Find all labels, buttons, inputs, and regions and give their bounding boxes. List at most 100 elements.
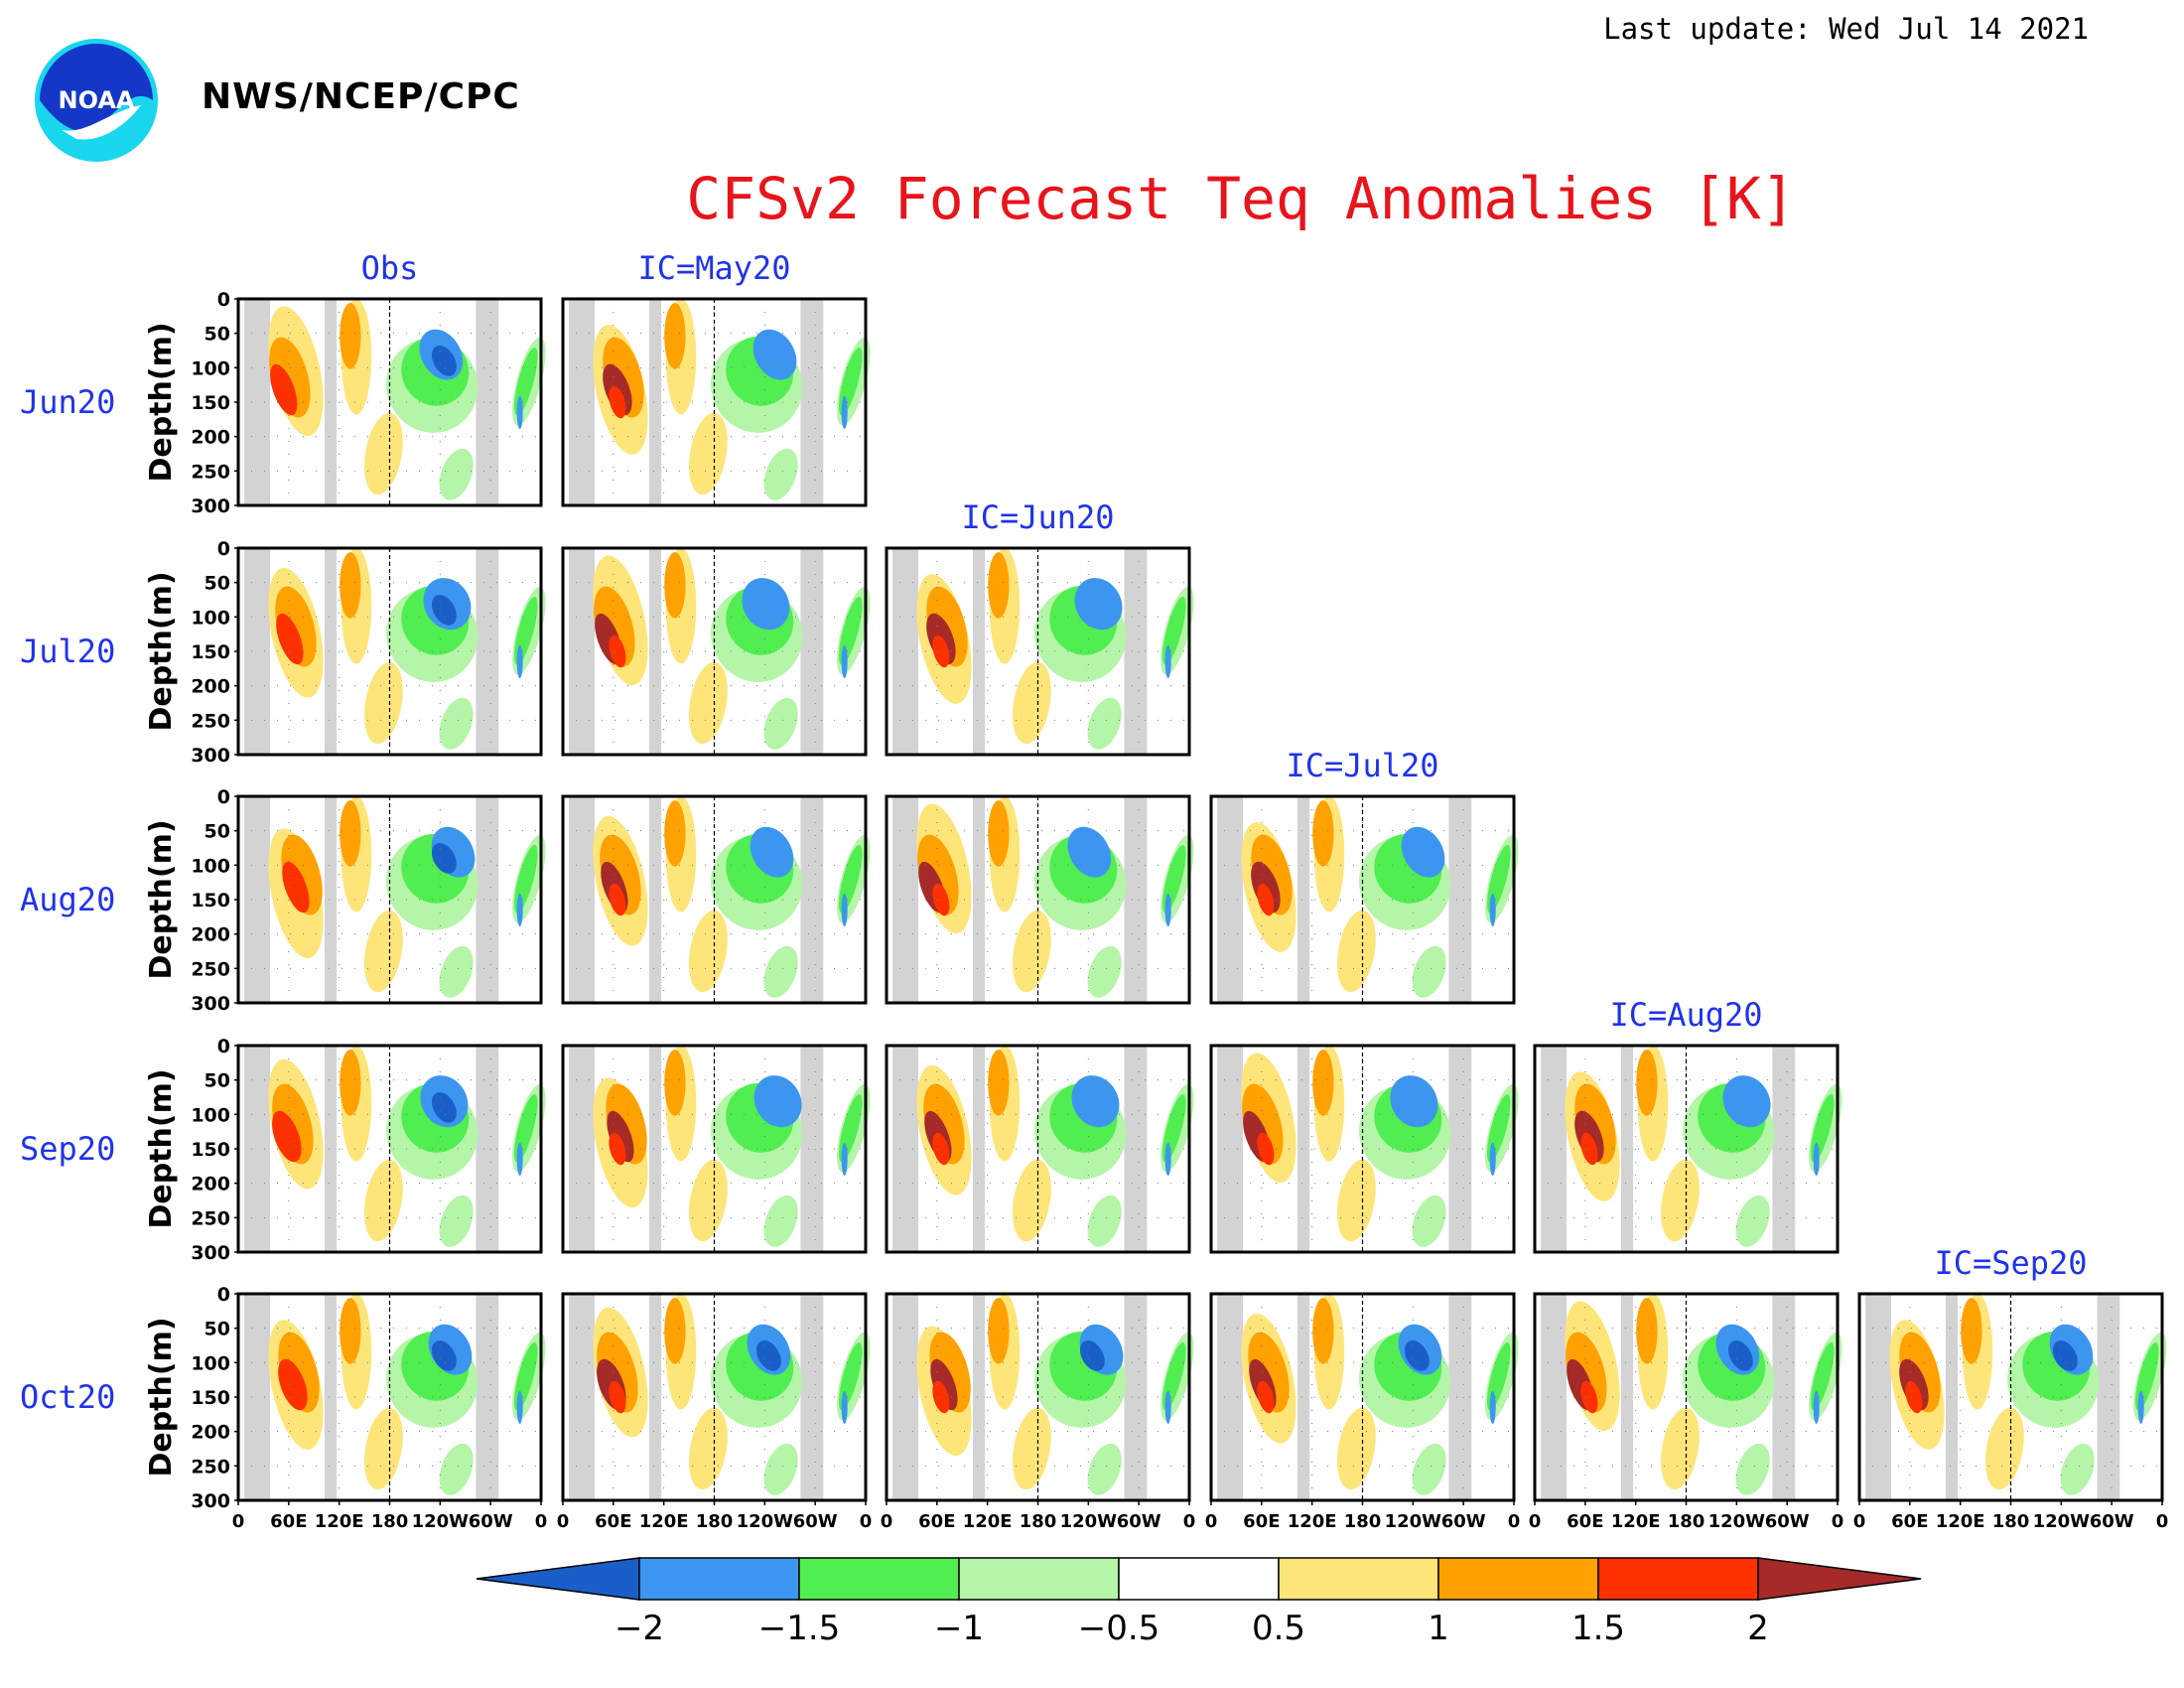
cool-anomaly	[431, 1092, 457, 1123]
column-header: IC=Aug20	[1609, 996, 1762, 1034]
cool-anomaly	[1164, 893, 1171, 927]
colorbar-label: −1	[934, 1609, 984, 1648]
warm-anomaly	[1636, 1298, 1658, 1364]
x-tick-label: 0	[1205, 1511, 1218, 1532]
warm-anomaly	[1580, 1132, 1598, 1166]
land-mask	[800, 548, 824, 755]
x-tick-label: 60W	[2090, 1511, 2134, 1532]
warm-anomaly	[1336, 1159, 1376, 1242]
warm-anomaly	[688, 661, 728, 745]
y-tick-label: 200	[191, 924, 230, 946]
cool-anomaly	[1813, 1142, 1820, 1177]
panel-frame	[1209, 1292, 1516, 1502]
x-tick-label: 0	[1853, 1511, 1866, 1532]
cool-anomaly	[841, 893, 848, 927]
cool-anomaly	[431, 843, 457, 874]
cool-anomaly	[841, 644, 848, 679]
y-tick-label: 50	[205, 1319, 230, 1340]
panel-frame	[885, 546, 1191, 757]
forecast-panel	[561, 1044, 871, 1254]
column-header: IC=Sep20	[1934, 1244, 2087, 1282]
land-mask	[972, 548, 986, 755]
land-mask	[324, 548, 338, 755]
column-header: IC=May20	[637, 249, 790, 287]
x-tick-label: 120E	[1288, 1511, 1337, 1532]
land-mask	[972, 1294, 986, 1500]
land-mask	[244, 796, 271, 1003]
cool-anomaly	[1735, 1443, 1770, 1495]
row-label: Oct20	[20, 1378, 115, 1416]
panel-frame	[561, 546, 868, 757]
land-mask	[569, 1046, 596, 1252]
warm-anomaly	[932, 634, 950, 668]
colorbar-label: 0.5	[1252, 1609, 1305, 1648]
x-tick-label: 0	[1529, 1511, 1542, 1532]
land-mask	[800, 1046, 824, 1252]
cool-anomaly	[1727, 1340, 1753, 1371]
cool-anomaly	[1489, 893, 1496, 927]
warm-anomaly	[664, 552, 686, 619]
last-update-text: Last update: Wed Jul 14 2021	[1603, 12, 2089, 46]
warm-anomaly	[363, 661, 403, 745]
x-tick-label: 120E	[1611, 1511, 1661, 1532]
warm-anomaly	[1336, 910, 1376, 993]
land-mask	[1124, 1046, 1148, 1252]
land-mask	[1124, 548, 1148, 755]
row-label: Jul20	[20, 633, 115, 670]
panel-frame	[885, 794, 1191, 1005]
land-mask	[972, 796, 986, 1003]
cool-anomaly	[1087, 945, 1122, 998]
cool-anomaly	[2137, 1390, 2144, 1425]
warm-anomaly	[688, 412, 728, 495]
warm-anomaly	[278, 1358, 308, 1411]
x-tick-label: 0	[1508, 1511, 1521, 1532]
panel-frame	[1857, 1292, 2164, 1502]
y-tick-label: 50	[205, 573, 230, 595]
y-tick-label: 150	[191, 641, 230, 663]
warm-anomaly	[609, 1380, 626, 1414]
y-tick-label: 100	[191, 1104, 230, 1126]
forecast-panel	[236, 297, 546, 507]
y-tick-label: 200	[191, 1174, 230, 1196]
colorbar-label: −0.5	[1078, 1609, 1160, 1648]
land-mask	[569, 796, 596, 1003]
x-tick-label: 0	[2156, 1511, 2169, 1532]
land-mask	[892, 1294, 919, 1500]
y-tick-label: 0	[217, 1036, 230, 1057]
land-mask	[476, 796, 499, 1003]
cool-anomaly	[763, 945, 798, 998]
x-tick-label: 120W	[1708, 1511, 1766, 1532]
x-tick-label: 120W	[1385, 1511, 1442, 1532]
cool-anomaly	[2052, 1340, 2078, 1371]
forecast-panel	[885, 1044, 1194, 1254]
forecast-panel	[1857, 1292, 2167, 1502]
land-mask	[244, 548, 271, 755]
y-tick-label: 300	[191, 1242, 230, 1264]
chart-title: CFSv2 Forecast Teq Anomalies [K]	[686, 165, 1796, 232]
land-mask	[476, 299, 499, 505]
cool-anomaly	[1074, 578, 1123, 631]
x-tick-label: 180	[1020, 1511, 1057, 1532]
x-tick-label: 0	[232, 1511, 245, 1532]
land-mask	[1772, 1046, 1796, 1252]
land-mask	[1620, 1294, 1634, 1500]
land-mask	[800, 796, 824, 1003]
cool-anomaly	[1067, 826, 1112, 878]
cool-anomaly	[1087, 1443, 1122, 1495]
panel-frame	[1209, 794, 1516, 1005]
x-tick-label: 60W	[1117, 1511, 1161, 1532]
panel-frame	[236, 794, 543, 1005]
warm-anomaly	[609, 385, 626, 419]
y-tick-label: 100	[191, 607, 230, 629]
cool-anomaly	[1412, 1443, 1446, 1495]
cool-anomaly	[763, 448, 798, 500]
y-tick-label: 0	[217, 786, 230, 808]
panel-frame	[561, 794, 868, 1005]
warm-anomaly	[1905, 1380, 1923, 1414]
land-mask	[648, 796, 662, 1003]
land-mask	[1620, 1046, 1634, 1252]
warm-anomaly	[363, 412, 403, 495]
x-tick-label: 120W	[1060, 1511, 1118, 1532]
forecast-panel	[885, 1292, 1194, 1502]
colorbar-segment	[1437, 1557, 1599, 1601]
